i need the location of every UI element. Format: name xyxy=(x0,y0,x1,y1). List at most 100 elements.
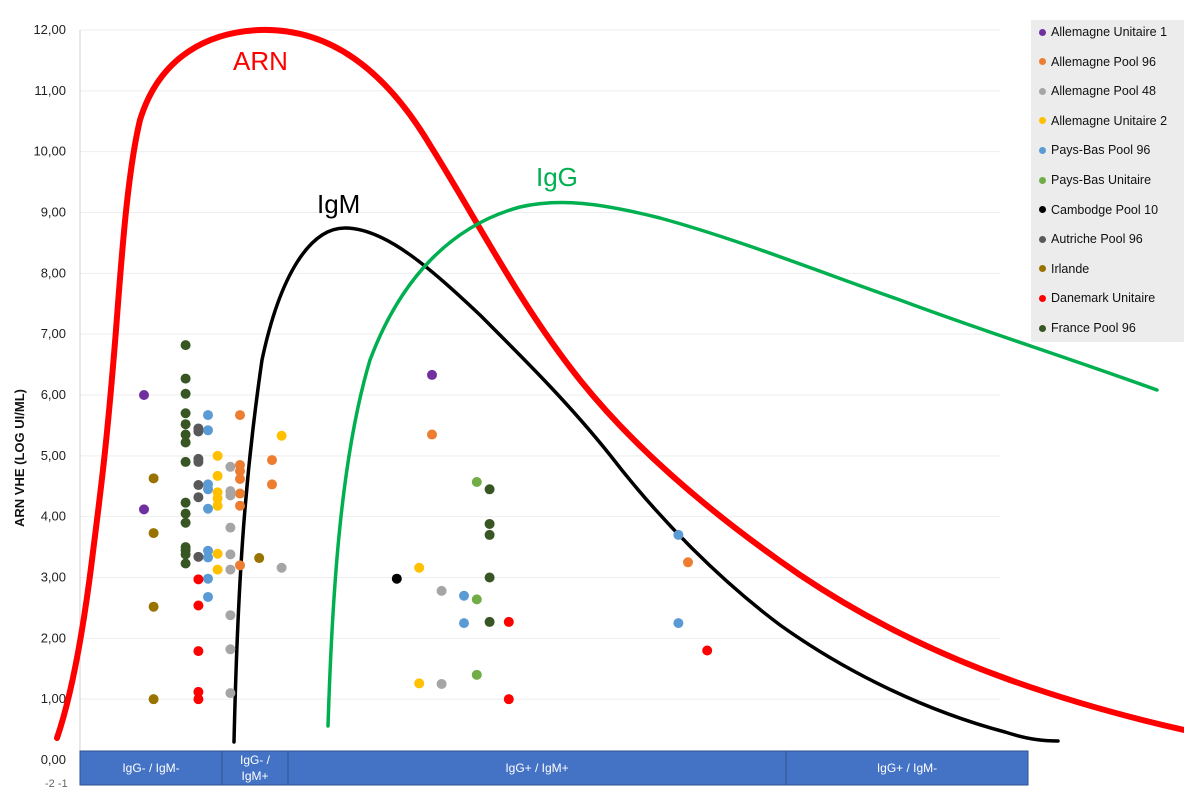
y-tick-label: 10,00 xyxy=(33,144,66,159)
data-point xyxy=(673,618,684,629)
data-point xyxy=(225,644,236,655)
legend-marker xyxy=(1039,117,1046,125)
legend-marker xyxy=(1039,265,1046,273)
data-point xyxy=(225,564,236,575)
data-point xyxy=(471,594,482,605)
data-point xyxy=(436,585,447,596)
data-point xyxy=(203,484,213,495)
data-point xyxy=(484,529,495,540)
legend-marker xyxy=(1039,176,1046,184)
data-point xyxy=(193,574,204,585)
data-point xyxy=(235,560,245,571)
data-point xyxy=(180,419,191,430)
category-bar: IgG- / IgM- IgG- / IgM+ IgG+ / IgM+ IgG+… xyxy=(79,750,1029,786)
x-axis-stray-labels: -2 -1 xyxy=(45,778,68,790)
data-point xyxy=(203,573,213,584)
data-point xyxy=(193,686,204,697)
y-tick-label: 3,00 xyxy=(41,570,66,585)
legend-label: Autriche Pool 96 xyxy=(1051,232,1143,247)
curves xyxy=(54,26,1184,744)
data-point xyxy=(180,508,191,519)
legend-label: Pays-Bas Pool 96 xyxy=(1051,143,1151,158)
data-point xyxy=(471,476,482,487)
gridlines xyxy=(80,29,1000,761)
data-point xyxy=(225,522,236,533)
data-point xyxy=(212,548,223,559)
y-tick-label: 5,00 xyxy=(41,448,66,463)
y-axis-label: ARN VHE (LOG UI/ML) xyxy=(12,389,27,527)
data-point xyxy=(225,549,236,560)
data-point xyxy=(148,601,159,612)
data-point xyxy=(235,473,245,484)
data-point xyxy=(180,437,191,448)
data-point xyxy=(702,645,713,656)
data-point xyxy=(180,429,191,440)
legend-marker xyxy=(1039,58,1046,66)
y-axis-ticks: 0,00 1,00 2,00 3,00 4,00 5,00 6,00 7,00 8,00 9,00… xyxy=(33,22,66,767)
data-point xyxy=(427,429,437,440)
legend-label: Danemark Unitaire xyxy=(1051,291,1156,306)
data-point xyxy=(139,504,149,515)
data-point xyxy=(391,573,402,584)
data-point xyxy=(427,369,437,380)
curve-label-arn: ARN xyxy=(233,46,288,76)
legend-item: Allemagne Pool 48 xyxy=(1039,81,1156,101)
curve-igm xyxy=(232,226,1060,744)
y-tick-label: 4,00 xyxy=(41,509,66,524)
data-point xyxy=(148,528,159,539)
data-point xyxy=(484,484,495,495)
legend-item: Allemagne Unitaire 1 xyxy=(1039,22,1167,42)
legend-item: Pays-Bas Pool 96 xyxy=(1039,140,1150,160)
y-tick-label: 9,00 xyxy=(41,205,66,220)
category-label-2b: IgM+ xyxy=(241,769,268,783)
legend-label: Allemagne Unitaire 1 xyxy=(1051,25,1168,39)
y-tick-label: 2,00 xyxy=(41,630,66,645)
data-point xyxy=(459,590,469,601)
category-label-1: IgG- / IgM- xyxy=(122,761,179,775)
data-point xyxy=(673,529,684,540)
category-cell-1 xyxy=(79,750,223,786)
category-label-2a: IgG- / xyxy=(240,753,271,767)
data-point xyxy=(193,456,204,467)
curve-igg xyxy=(326,200,1159,728)
data-point xyxy=(180,497,191,508)
data-point xyxy=(503,616,514,627)
data-point xyxy=(193,480,204,491)
data-point xyxy=(683,557,693,568)
data-point xyxy=(235,500,245,511)
data-point xyxy=(267,479,277,490)
data-point xyxy=(276,562,287,573)
data-point xyxy=(148,473,159,484)
legend-marker xyxy=(1039,28,1046,36)
legend-label: Allemagne Pool 48 xyxy=(1051,84,1156,99)
y-tick-label: 12,00 xyxy=(33,22,66,37)
data-point xyxy=(203,591,213,602)
data-point xyxy=(225,610,236,621)
data-point xyxy=(414,562,425,573)
legend-item: Pays-Bas Unitaire xyxy=(1039,170,1151,190)
data-point xyxy=(193,426,204,437)
data-point xyxy=(212,493,223,504)
data-point xyxy=(180,549,191,560)
legend-marker xyxy=(1039,324,1046,332)
y-tick-label: 6,00 xyxy=(41,387,66,402)
curve-label-igg: IgG xyxy=(536,162,578,192)
legend-item: Cambodge Pool 10 xyxy=(1039,200,1158,220)
data-point xyxy=(212,450,223,461)
data-point xyxy=(203,410,213,421)
legend-marker xyxy=(1039,87,1046,95)
data-point xyxy=(225,461,236,472)
legend-label: Allemagne Unitaire 2 xyxy=(1051,113,1168,128)
data-point xyxy=(471,669,482,680)
data-point xyxy=(484,518,495,529)
data-point xyxy=(180,408,191,419)
data-point xyxy=(148,694,159,705)
data-point xyxy=(276,430,287,441)
data-point xyxy=(193,646,204,657)
data-point xyxy=(254,553,265,564)
data-point xyxy=(180,373,191,384)
legend-item: Allemagne Unitaire 2 xyxy=(1039,111,1167,131)
legend-item: Danemark Unitaire xyxy=(1039,288,1155,308)
legend-marker xyxy=(1039,206,1046,214)
data-point xyxy=(180,558,191,569)
